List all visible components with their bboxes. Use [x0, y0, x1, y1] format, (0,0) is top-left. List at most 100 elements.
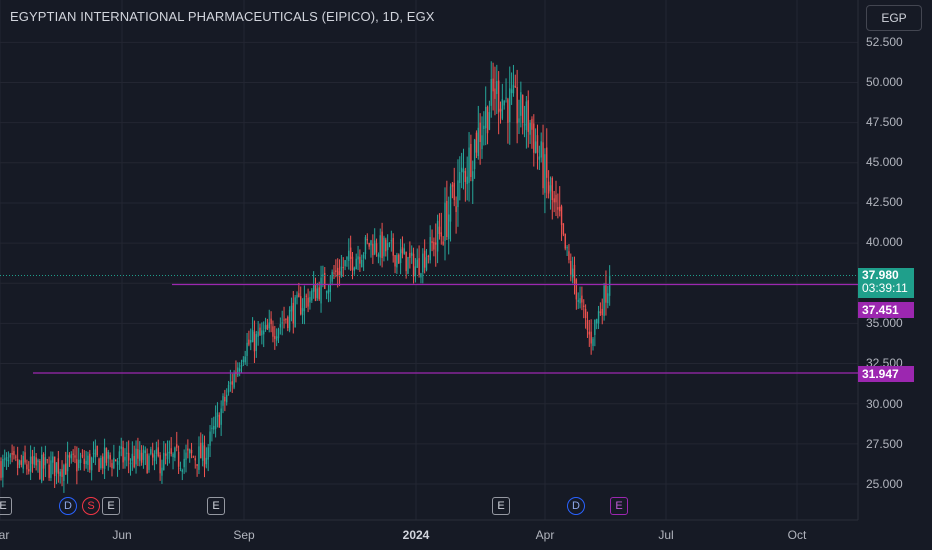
candle: [459, 156, 461, 201]
candle: [246, 332, 248, 367]
candle: [283, 306, 285, 329]
candle: [275, 328, 278, 347]
candle: [300, 286, 302, 316]
candle: [63, 463, 65, 493]
candle: [512, 64, 515, 97]
candle: [488, 100, 491, 131]
candle: [52, 451, 54, 475]
candle: [66, 441, 69, 484]
candle: [263, 321, 265, 348]
candle: [553, 190, 555, 213]
candle: [599, 302, 602, 316]
candle: [133, 445, 135, 469]
candle: [438, 213, 441, 240]
candle: [105, 447, 108, 466]
candle: [39, 458, 41, 480]
candle: [48, 456, 50, 481]
candle: [103, 438, 106, 480]
currency-button[interactable]: EGP: [866, 5, 922, 31]
earnings-event-icon[interactable]: E: [492, 497, 510, 515]
candle: [586, 311, 589, 338]
candle: [571, 256, 574, 284]
candle: [7, 451, 10, 467]
earnings-event-icon[interactable]: E: [610, 497, 628, 515]
price-label: 50.000: [866, 75, 903, 89]
candle: [222, 393, 224, 414]
price-label: 30.000: [866, 397, 903, 411]
last-price-tag: 37.980 03:39:11: [858, 268, 914, 298]
price-label: 42.500: [866, 195, 903, 209]
candle: [29, 445, 32, 481]
candle: [322, 265, 324, 288]
candle: [327, 284, 330, 303]
candle: [235, 360, 237, 383]
candle: [399, 238, 402, 275]
candle: [120, 437, 122, 457]
candle: [551, 176, 553, 220]
candle: [124, 448, 126, 469]
candle: [292, 291, 294, 334]
candle: [76, 446, 78, 485]
symbol-title: EGYPTIAN INTERNATIONAL PHARMACEUTICALS (…: [10, 9, 435, 24]
candle: [122, 440, 124, 469]
candle: [492, 62, 494, 111]
candle: [231, 373, 233, 393]
candle: [362, 252, 365, 272]
candle: [164, 443, 167, 465]
candle: [468, 132, 470, 202]
candle: [337, 258, 339, 288]
candle: [198, 436, 200, 475]
candle: [564, 233, 566, 251]
candle: [364, 235, 367, 260]
earnings-event-icon[interactable]: E: [207, 497, 225, 515]
candle: [226, 388, 228, 406]
candle: [53, 456, 56, 488]
candle: [59, 468, 61, 484]
candle: [607, 285, 609, 309]
earnings-event-icon[interactable]: E: [102, 497, 120, 515]
candle: [316, 282, 319, 301]
candle: [57, 450, 60, 483]
candle: [418, 245, 420, 278]
dividend-event-icon[interactable]: D: [567, 497, 585, 515]
candle: [255, 330, 257, 358]
price-label: 40.000: [866, 235, 903, 249]
candle: [560, 204, 563, 241]
candle: [372, 234, 374, 264]
candle: [83, 450, 85, 471]
candle: [139, 441, 141, 467]
candle: [144, 446, 146, 466]
candle: [81, 449, 84, 459]
candlestick-series: [0, 61, 611, 493]
candle: [381, 222, 383, 268]
candle: [329, 275, 331, 302]
candle: [87, 451, 89, 472]
candle: [157, 439, 159, 458]
candle: [516, 69, 518, 144]
candle: [140, 445, 143, 466]
candle: [331, 269, 333, 286]
candle: [386, 234, 389, 261]
candle: [78, 447, 80, 471]
candle: [172, 452, 174, 470]
price-label: 45.000: [866, 155, 903, 169]
candle: [287, 315, 289, 332]
candle: [427, 254, 430, 264]
candle: [94, 439, 97, 466]
split-event-icon[interactable]: S: [82, 497, 100, 515]
candle: [102, 453, 104, 475]
candle: [37, 458, 39, 473]
dividend-event-icon[interactable]: D: [59, 497, 77, 515]
candle: [270, 311, 272, 333]
candle: [170, 437, 172, 457]
candle: [538, 145, 541, 171]
candle: [444, 187, 446, 261]
candle: [597, 305, 600, 330]
candle: [74, 445, 76, 464]
earnings-event-icon[interactable]: E: [0, 497, 12, 515]
candle: [333, 264, 335, 279]
candle: [446, 180, 448, 241]
bar-countdown: 03:39:11: [862, 281, 908, 295]
candle: [224, 389, 226, 412]
